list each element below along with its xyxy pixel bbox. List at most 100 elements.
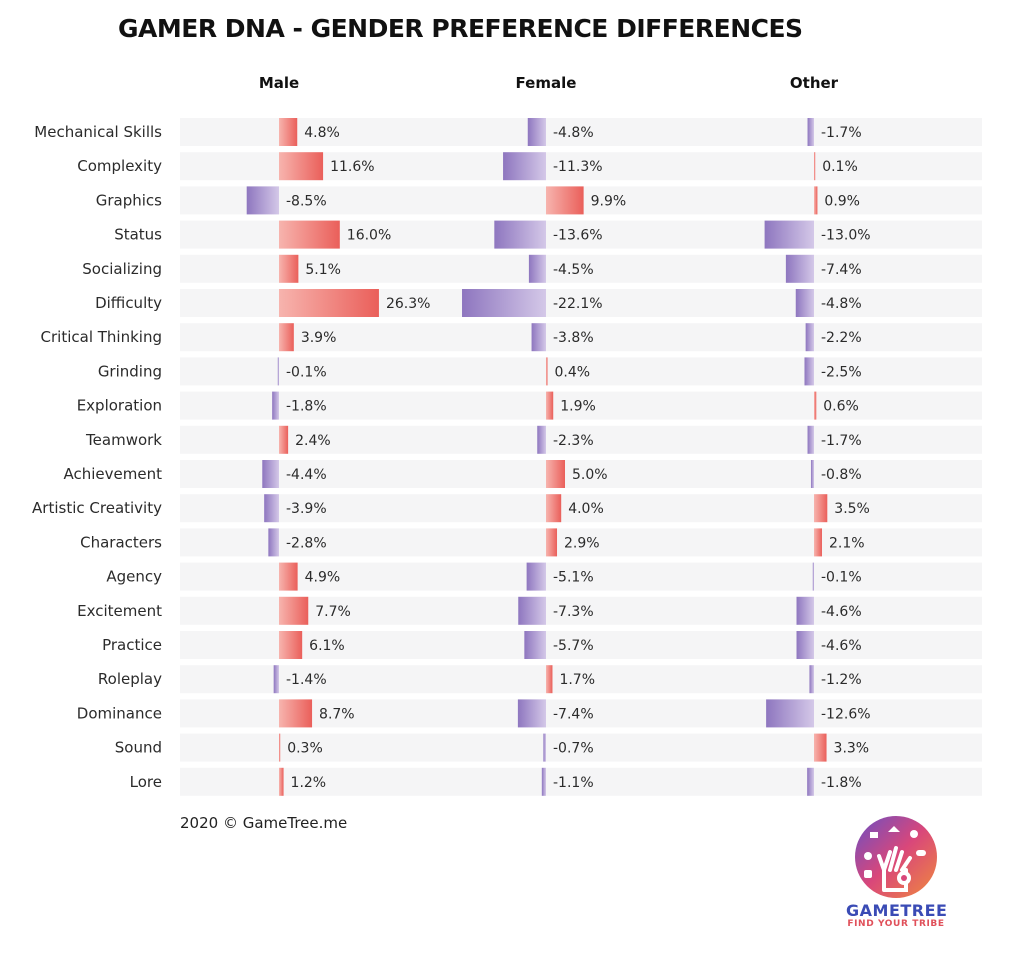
data-label: 26.3% (386, 296, 430, 312)
category-label: Roleplay (98, 670, 162, 688)
data-bar (279, 254, 299, 283)
category-label: Practice (102, 636, 162, 654)
data-label: 0.3% (287, 741, 323, 757)
gametree-logo[interactable]: GAMETREE FIND YOUR TRIBE (846, 812, 948, 937)
row-band (180, 425, 982, 454)
data-label: 4.8% (304, 125, 340, 141)
data-bar (785, 254, 814, 283)
data-label: -7.4% (553, 706, 594, 722)
data-label: 4.9% (305, 570, 341, 586)
data-bar (546, 460, 565, 488)
data-bar (279, 323, 294, 352)
logo-tagline: FIND YOUR TRIBE (847, 919, 945, 929)
data-bar (807, 118, 814, 146)
row-band (180, 357, 982, 386)
category-label: Exploration (77, 397, 162, 415)
data-bar (279, 631, 303, 659)
data-label: -11.3% (553, 159, 603, 175)
data-bar (528, 254, 546, 283)
category-label: Mechanical Skills (34, 123, 162, 141)
diverging-bar-chart: Male Female Other Mechanical Skills Complex… (32, 74, 982, 796)
data-label: -1.8% (821, 775, 862, 791)
category-label: Excitement (77, 602, 162, 620)
data-bar (814, 152, 816, 181)
data-label: 0.6% (823, 399, 859, 415)
data-bar (814, 733, 827, 762)
data-label: -1.1% (553, 775, 594, 791)
row-band (180, 254, 982, 283)
data-label: -2.5% (821, 364, 862, 380)
data-bar (279, 118, 298, 146)
data-bar (279, 289, 379, 317)
data-bar (527, 118, 546, 146)
data-bar (518, 596, 546, 625)
data-bar (279, 596, 309, 625)
data-label: 1.9% (560, 399, 596, 415)
data-label: 3.5% (834, 501, 870, 517)
data-label: -13.0% (821, 228, 871, 244)
data-label: 5.1% (305, 262, 341, 278)
data-label: -4.6% (821, 604, 862, 620)
data-label: 16.0% (347, 228, 391, 244)
data-label: -4.4% (286, 467, 327, 483)
data-bar (526, 562, 546, 591)
category-label: Agency (106, 568, 162, 586)
data-bar (807, 425, 814, 454)
copyright-footer: 2020 © GameTree.me (180, 814, 348, 832)
data-bar (524, 631, 546, 659)
data-label: 5.0% (572, 467, 608, 483)
data-label: 2.4% (295, 433, 331, 449)
data-bar (537, 425, 546, 454)
data-label: -3.9% (286, 501, 327, 517)
data-label: 3.9% (301, 330, 337, 346)
data-label: -7.3% (553, 604, 594, 620)
data-label: -1.8% (286, 399, 327, 415)
data-label: -1.4% (286, 672, 327, 688)
data-bar (279, 220, 340, 249)
data-bar (546, 494, 562, 523)
data-label: -4.8% (553, 125, 594, 141)
data-label: 0.1% (822, 159, 858, 175)
data-bar (796, 631, 814, 659)
series-header: Male (259, 74, 299, 92)
data-label: -4.6% (821, 638, 862, 654)
data-label: -8.5% (286, 193, 327, 209)
logo-wordmark: GAMETREE (846, 901, 948, 920)
data-label: -13.6% (553, 228, 603, 244)
category-label: Critical Thinking (41, 328, 162, 346)
data-bar (279, 699, 313, 728)
data-bar (246, 186, 279, 215)
data-label: 0.9% (824, 193, 860, 209)
data-bar (279, 562, 298, 591)
data-bar (796, 596, 814, 625)
data-label: 1.7% (559, 672, 595, 688)
data-bar (546, 391, 554, 420)
chart-title: GAMER DNA - GENDER PREFERENCE DIFFERENCE… (118, 14, 803, 43)
series-header: Female (516, 74, 577, 92)
row-band (180, 562, 982, 591)
data-bar (262, 460, 279, 488)
data-label: -0.8% (821, 467, 862, 483)
data-label: -1.7% (821, 125, 862, 141)
data-bar (804, 357, 814, 386)
category-label: Complexity (77, 157, 162, 175)
data-bar (279, 425, 289, 454)
data-bar (541, 767, 546, 796)
data-bar (546, 357, 548, 386)
category-label: Grinding (98, 362, 162, 380)
data-bar (546, 528, 558, 557)
data-bar (273, 665, 279, 694)
category-label: Lore (130, 773, 162, 791)
data-bar (766, 699, 814, 728)
data-label: 2.9% (564, 535, 600, 551)
data-label: 2.1% (829, 535, 865, 551)
data-bar (279, 152, 324, 181)
data-label: -4.8% (821, 296, 862, 312)
row-band (180, 323, 982, 352)
category-label: Difficulty (95, 294, 162, 312)
data-label: 1.2% (291, 775, 327, 791)
data-bar (462, 289, 546, 317)
row-band (180, 699, 982, 728)
series-header: Other (790, 74, 839, 92)
row-band (180, 391, 982, 420)
